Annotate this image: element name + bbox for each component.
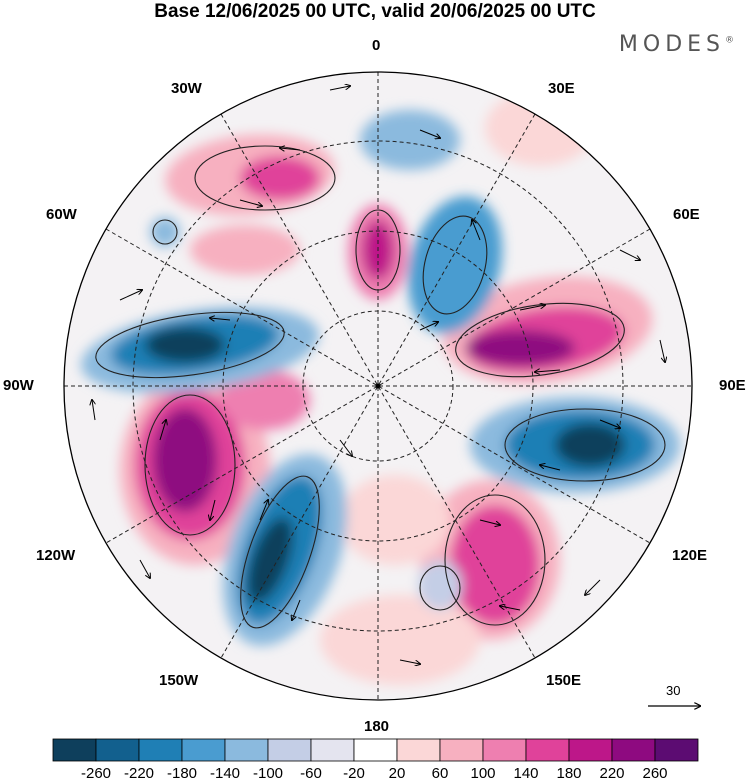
reference-vector-label: 30 bbox=[666, 683, 681, 698]
flow-contours bbox=[95, 145, 666, 629]
lon-label-180: 180 bbox=[364, 718, 390, 735]
anomaly-field bbox=[64, 72, 692, 700]
colorbar-label: -100 bbox=[252, 765, 284, 782]
colorbar-label: -140 bbox=[209, 765, 241, 782]
colorbar-label: 180 bbox=[556, 765, 582, 782]
lon-label-0: 0 bbox=[372, 37, 381, 54]
colorbar-label: 140 bbox=[513, 765, 539, 782]
colorbar-label: 220 bbox=[599, 765, 625, 782]
lon-label-90w: 90W bbox=[3, 377, 34, 394]
modes-logo: MODES® bbox=[618, 32, 734, 57]
colorbar-label: 60 bbox=[431, 765, 449, 782]
lon-label-120e: 120E bbox=[672, 547, 708, 564]
colorbar bbox=[52, 738, 699, 762]
colorbar-label: 20 bbox=[388, 765, 406, 782]
wind-vectors bbox=[92, 86, 665, 664]
north-pole-marker bbox=[375, 383, 381, 389]
lon-label-90e: 90E bbox=[719, 377, 746, 394]
colorbar-label: 260 bbox=[642, 765, 668, 782]
lon-label-120w: 120W bbox=[36, 547, 76, 564]
colorbar-label: 100 bbox=[470, 765, 496, 782]
graticule bbox=[64, 72, 692, 700]
colorbar-label: -180 bbox=[166, 765, 198, 782]
lon-label-60e: 60E bbox=[673, 206, 700, 223]
lon-label-60w: 60W bbox=[46, 206, 77, 223]
map-title: Base 12/06/2025 00 UTC, valid 20/06/2025… bbox=[154, 1, 596, 22]
lon-label-150e: 150E bbox=[546, 672, 582, 689]
colorbar-label: -220 bbox=[123, 765, 155, 782]
colorbar-label: -20 bbox=[343, 765, 365, 782]
colorbar-label: -260 bbox=[80, 765, 112, 782]
lon-label-30w: 30W bbox=[171, 80, 202, 97]
lon-label-30e: 30E bbox=[548, 80, 575, 97]
lon-label-150w: 150W bbox=[159, 672, 199, 689]
colorbar-label: -60 bbox=[300, 765, 322, 782]
map-border bbox=[63, 71, 693, 701]
